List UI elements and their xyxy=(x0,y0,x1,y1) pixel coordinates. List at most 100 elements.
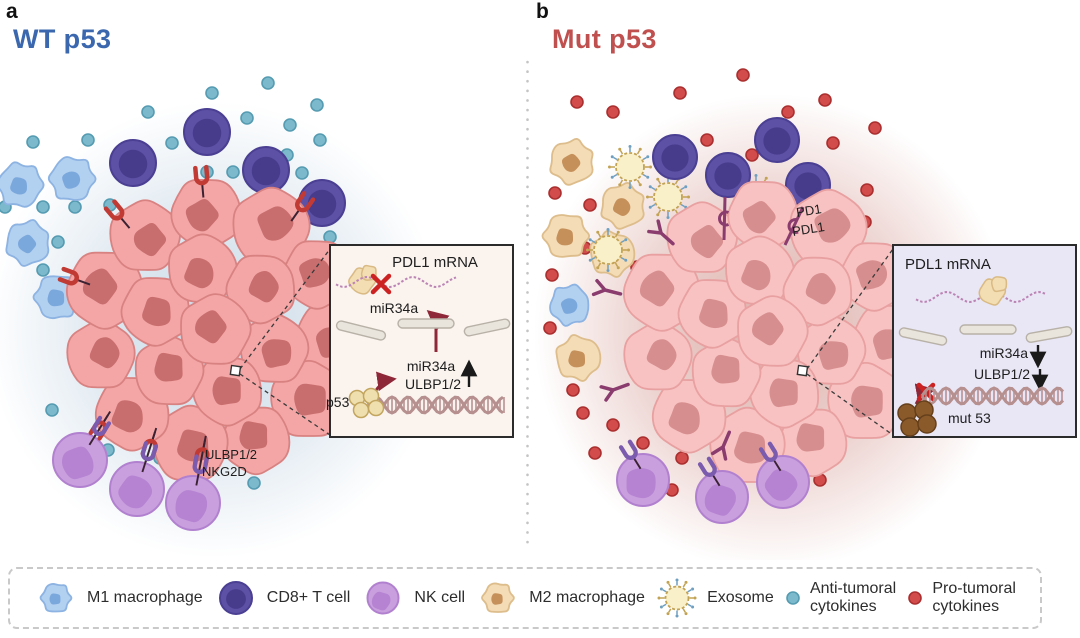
pro-tumoral-cytokine xyxy=(818,93,832,107)
pro-tumoral-cytokine xyxy=(576,406,590,420)
pro-tumoral-cytokine xyxy=(860,183,874,197)
pd1-hook xyxy=(718,210,730,227)
ulbp-receptor xyxy=(103,199,131,229)
pro-tumoral-cytokine xyxy=(583,198,597,212)
m2-macrophage-icon xyxy=(481,582,516,613)
tumor-cell-nucleus xyxy=(734,431,766,464)
tumor-cell-nucleus xyxy=(851,385,883,418)
pro-tumoral-cytokine xyxy=(826,136,840,150)
cd8-t-cell xyxy=(242,146,290,194)
pro-tumoral-cytokine xyxy=(548,186,562,200)
pdl1-receptor xyxy=(647,219,675,246)
m2-macrophage xyxy=(555,334,602,382)
nk-cell xyxy=(165,475,221,531)
m1-macrophage xyxy=(47,156,97,201)
anti-tumoral-cytokine xyxy=(240,111,254,125)
inset-b-mir34a-label: miR34a xyxy=(980,345,1028,361)
tumor-cell-nucleus xyxy=(639,270,675,307)
p53-protein xyxy=(352,401,370,419)
zoom-connector-line xyxy=(806,248,894,370)
panel-a-art xyxy=(0,76,443,558)
ulbp-label: ULBP1/2 xyxy=(205,447,257,462)
anti-tumoral-cytokine xyxy=(68,200,82,214)
nk-cell xyxy=(109,461,165,517)
pd1-pdl1-bond xyxy=(722,196,727,241)
pro-tumoral-cytokine xyxy=(700,133,714,147)
m2-macrophage xyxy=(541,214,590,258)
tumor-cell-nucleus xyxy=(195,310,227,344)
exosome-icon xyxy=(657,578,697,618)
anti-tumoral-cytokine xyxy=(36,200,50,214)
nk-cell-icon xyxy=(366,581,400,615)
mut-p53-protein xyxy=(917,414,937,434)
legend-label-m2: M2 macrophage xyxy=(529,589,645,607)
pd1-hook xyxy=(787,218,799,234)
inset-wt-p53-mechanism: PDL1 mRNA miR34a miR34a ULBP1/2 p53 xyxy=(326,244,514,438)
anti-tumoral-cytokine xyxy=(226,165,240,179)
tumor-cell-nucleus xyxy=(690,224,724,259)
cd8-t-cell xyxy=(754,117,800,163)
pro-tumoral-cytokine xyxy=(908,591,923,605)
legend-label-exosome: Exosome xyxy=(707,589,774,607)
legend-label-m1: M1 macrophage xyxy=(87,589,203,607)
tumor-cell-nucleus xyxy=(752,312,784,346)
exosome xyxy=(586,228,630,272)
mrna-strand xyxy=(335,275,457,289)
cd8-t-cell xyxy=(652,134,698,180)
m1-macrophage-icon xyxy=(39,583,73,613)
tumor-cell-nucleus xyxy=(646,339,677,371)
dna-helix xyxy=(920,386,1065,406)
tumor-cell-nucleus xyxy=(154,352,183,382)
nk-cell xyxy=(695,470,749,524)
m2-macrophage xyxy=(600,182,645,230)
nk-cell xyxy=(756,455,810,509)
pdl1-receptor xyxy=(599,382,630,402)
anti-tumoral-cytokine xyxy=(51,235,65,249)
anti-tumoral-cytokine xyxy=(165,136,179,150)
pro-tumoral-cytokine xyxy=(566,383,580,397)
tumor-cell-nucleus xyxy=(668,402,700,435)
tumor-cell-nucleus xyxy=(177,429,209,462)
mir34a-export-arrow xyxy=(426,310,450,352)
tumor-mass xyxy=(65,178,369,481)
anti-tumoral-cytokine xyxy=(313,133,327,147)
tumor-cell-nucleus xyxy=(796,423,825,452)
cd8-t-cell xyxy=(183,108,231,156)
magnified-region-marker xyxy=(796,364,809,377)
pro-tumoral-cytokine xyxy=(606,418,620,432)
pdl1-receptor xyxy=(591,279,623,297)
tumor-cell-nucleus xyxy=(711,354,740,384)
m1-macrophage xyxy=(549,283,590,327)
nkg2d-label: NKG2D xyxy=(202,464,247,479)
anti-tumoral-cytokine xyxy=(247,476,261,490)
nuclear-membrane-segment xyxy=(1025,326,1073,343)
nk-cell xyxy=(366,581,400,615)
figure-illustration: ULBP1/2 NKG2D PD1 PDL1 PDL1 mRNA miR34a … xyxy=(0,60,1077,560)
tumor-cell-nucleus xyxy=(212,376,241,406)
nuclear-membrane-segment xyxy=(397,318,455,329)
tumor-cell-nucleus xyxy=(239,421,268,450)
inset-a-ulbp-label: ULBP1/2 xyxy=(405,376,461,392)
m1-macrophage xyxy=(39,583,73,613)
tumor-cell-nucleus xyxy=(111,400,143,433)
nkg2d-receptor xyxy=(140,441,159,473)
tumor-cell-nucleus xyxy=(805,273,836,305)
anti-tumoral-cytokine xyxy=(36,263,50,277)
m1-macrophage xyxy=(0,161,45,208)
pro-tumoral-cytokine xyxy=(745,148,759,162)
pd1-label: PD1 xyxy=(795,201,822,220)
pro-tumoral-cytokine xyxy=(673,86,687,100)
zoom-connector-line xyxy=(806,373,894,436)
panel-a-title: WT p53 xyxy=(13,24,112,54)
inset-a-mir34a-label: miR34a xyxy=(407,358,455,374)
nuclear-membrane-segment xyxy=(898,327,948,346)
pro-tumoral-cytokine xyxy=(545,268,559,282)
legend-label-anti: Anti-tumoral cytokines xyxy=(809,580,897,615)
ulbp-receptor xyxy=(57,266,91,286)
pd1-pdl1-bond xyxy=(783,206,805,246)
anti-tumoral-cytokine xyxy=(45,403,59,417)
nkg2d-receptor xyxy=(697,456,721,487)
legend-item-m1-macrophage: M1 macrophage xyxy=(34,576,203,620)
pro-tumoral-cytokine xyxy=(781,105,795,119)
